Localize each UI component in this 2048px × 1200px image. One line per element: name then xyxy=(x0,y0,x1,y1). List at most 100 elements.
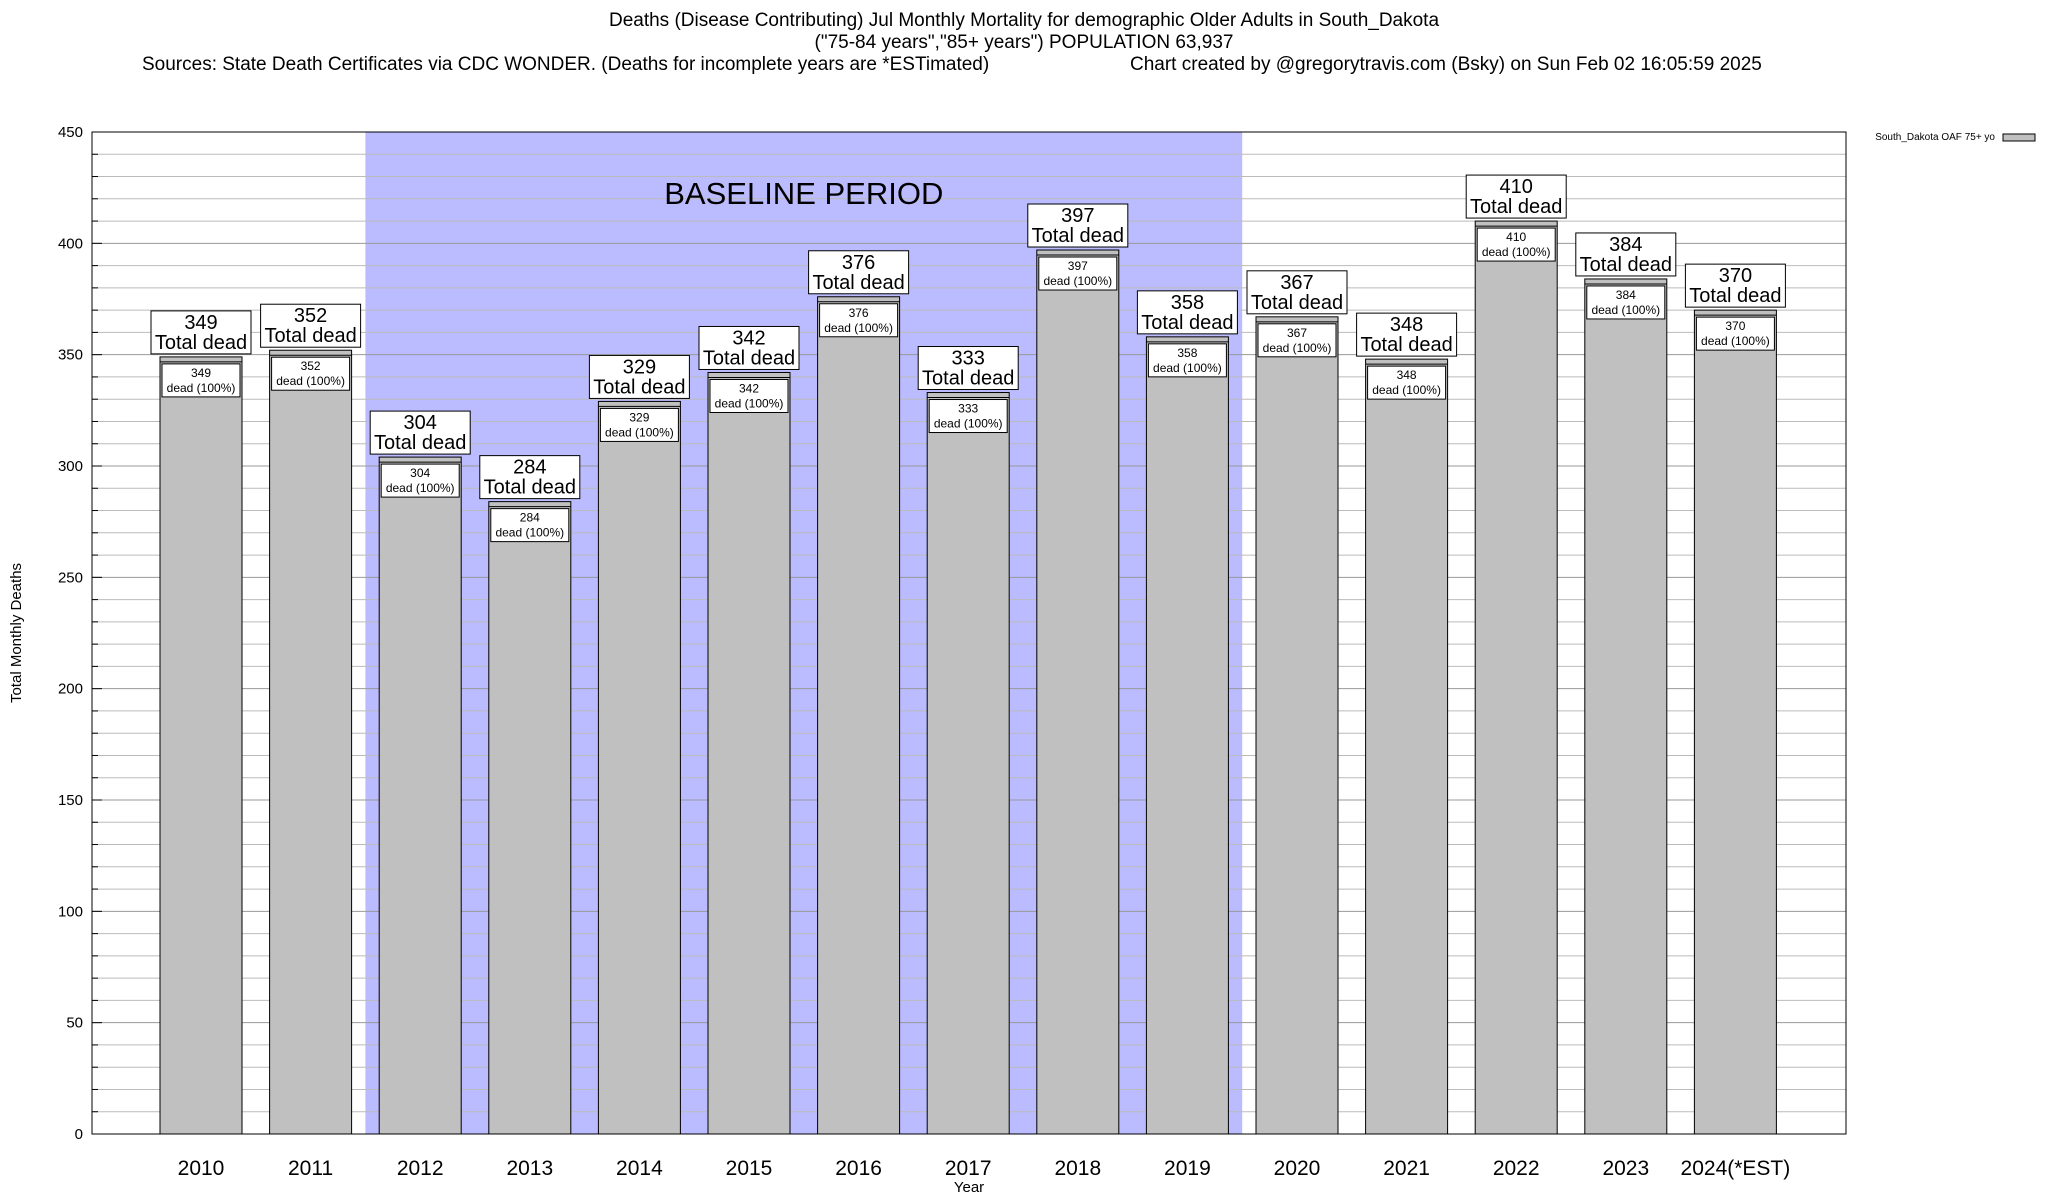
inner-label-box xyxy=(1038,256,1118,291)
inner-percent-label: dead (100%) xyxy=(1372,383,1441,397)
inner-label-box xyxy=(819,303,899,338)
y-tick-label: 250 xyxy=(58,569,83,586)
total-value-label: 284 xyxy=(513,457,546,479)
total-dead-label: Total dead xyxy=(264,325,356,347)
inner-percent-label: dead (100%) xyxy=(715,396,784,410)
total-label-box xyxy=(808,250,910,295)
x-tick-label: 2021 xyxy=(1383,1157,1430,1180)
bar-2014 xyxy=(597,400,681,1135)
inner-value-label: 329 xyxy=(629,410,649,424)
x-tick-label: 2018 xyxy=(1054,1157,1101,1180)
inner-value-label: 342 xyxy=(739,381,759,395)
inner-percent-label: dead (100%) xyxy=(605,425,674,439)
bar-2017 xyxy=(926,392,1010,1135)
inner-value-label: 333 xyxy=(958,402,978,416)
inner-value-label: 348 xyxy=(1397,368,1417,382)
inner-label-box xyxy=(161,363,241,398)
total-value-label: 329 xyxy=(623,356,656,378)
x-tick-label: 2017 xyxy=(945,1157,992,1180)
inner-label-box xyxy=(1695,316,1775,351)
total-label-box xyxy=(150,310,252,355)
bar-2024(*EST) xyxy=(1693,309,1777,1135)
y-axis-label: Total Monthly Deaths xyxy=(8,563,25,703)
total-value-label: 349 xyxy=(184,312,217,334)
inner-label-box xyxy=(490,508,570,543)
inner-value-label: 284 xyxy=(520,511,540,525)
sources-note: Sources: State Death Certificates via CD… xyxy=(142,54,990,75)
inner-value-label: 410 xyxy=(1506,230,1526,244)
total-value-label: 384 xyxy=(1609,234,1642,256)
total-label-box xyxy=(1027,203,1129,248)
total-dead-label: Total dead xyxy=(374,432,466,454)
x-tick-label: 2010 xyxy=(178,1157,225,1180)
y-tick-label: 300 xyxy=(58,458,83,475)
total-label-box xyxy=(1575,232,1677,277)
bar-2015 xyxy=(707,371,791,1135)
bar-2016 xyxy=(817,296,901,1135)
inner-percent-label: dead (100%) xyxy=(1701,334,1770,348)
total-value-label: 410 xyxy=(1500,176,1533,198)
y-tick-label: 200 xyxy=(58,681,83,698)
total-dead-label: Total dead xyxy=(1360,334,1452,356)
total-label-box xyxy=(1246,270,1348,315)
inner-percent-label: dead (100%) xyxy=(167,381,236,395)
total-value-label: 304 xyxy=(404,412,437,434)
y-tick-label: 400 xyxy=(58,235,83,252)
total-label-box xyxy=(588,354,690,399)
y-tick-label: 150 xyxy=(58,792,83,809)
total-dead-label: Total dead xyxy=(1689,285,1781,307)
total-dead-label: Total dead xyxy=(484,477,576,499)
total-dead-label: Total dead xyxy=(922,368,1014,390)
bar-2020 xyxy=(1255,316,1339,1135)
total-value-label: 352 xyxy=(294,305,327,327)
x-tick-label: 2016 xyxy=(835,1157,882,1180)
total-label-box xyxy=(1356,312,1458,357)
legend-label: South_Dakota OAF 75+ yo xyxy=(1875,132,1995,143)
total-dead-label: Total dead xyxy=(593,376,685,398)
x-tick-label: 2013 xyxy=(506,1157,553,1180)
total-dead-label: Total dead xyxy=(703,347,795,369)
total-dead-label: Total dead xyxy=(1470,196,1562,218)
inner-value-label: 384 xyxy=(1616,288,1636,302)
inner-label-box xyxy=(380,463,460,498)
total-label-box xyxy=(260,303,362,348)
bar-2021 xyxy=(1365,358,1449,1135)
inner-value-label: 367 xyxy=(1287,326,1307,340)
inner-label-box xyxy=(1586,285,1666,320)
legend-swatch xyxy=(2002,133,2036,142)
inner-label-box xyxy=(1476,227,1556,262)
total-label-box xyxy=(369,410,471,455)
total-value-label: 376 xyxy=(842,252,875,274)
inner-value-label: 349 xyxy=(191,366,211,380)
total-value-label: 348 xyxy=(1390,314,1423,336)
bar-2012 xyxy=(378,456,462,1135)
y-tick-label: 50 xyxy=(66,1015,83,1032)
bar-2023 xyxy=(1584,278,1668,1135)
y-tick-label: 0 xyxy=(75,1126,83,1143)
total-value-label: 367 xyxy=(1280,272,1313,294)
inner-percent-label: dead (100%) xyxy=(934,417,1003,431)
inner-percent-label: dead (100%) xyxy=(1153,361,1222,375)
y-tick-label: 350 xyxy=(58,347,83,364)
total-label-box xyxy=(1136,290,1238,335)
inner-value-label: 370 xyxy=(1725,319,1745,333)
inner-value-label: 397 xyxy=(1068,259,1088,273)
inner-label-box xyxy=(928,399,1008,434)
x-tick-label: 2020 xyxy=(1274,1157,1321,1180)
bar-2019 xyxy=(1145,336,1229,1135)
inner-percent-label: dead (100%) xyxy=(824,321,893,335)
x-axis-label: Year xyxy=(954,1179,984,1196)
bar-2018 xyxy=(1036,249,1120,1135)
total-dead-label: Total dead xyxy=(812,272,904,294)
x-tick-label: 2023 xyxy=(1602,1157,1649,1180)
inner-value-label: 376 xyxy=(849,306,869,320)
x-tick-label: 2019 xyxy=(1164,1157,1211,1180)
chart-title: Deaths (Disease Contributing) Jul Monthl… xyxy=(608,10,1440,31)
inner-label-box xyxy=(1257,323,1337,358)
total-dead-label: Total dead xyxy=(1032,225,1124,247)
inner-percent-label: dead (100%) xyxy=(1482,245,1551,259)
total-value-label: 370 xyxy=(1719,265,1752,287)
inner-label-box xyxy=(1147,343,1227,378)
inner-percent-label: dead (100%) xyxy=(1263,341,1332,355)
